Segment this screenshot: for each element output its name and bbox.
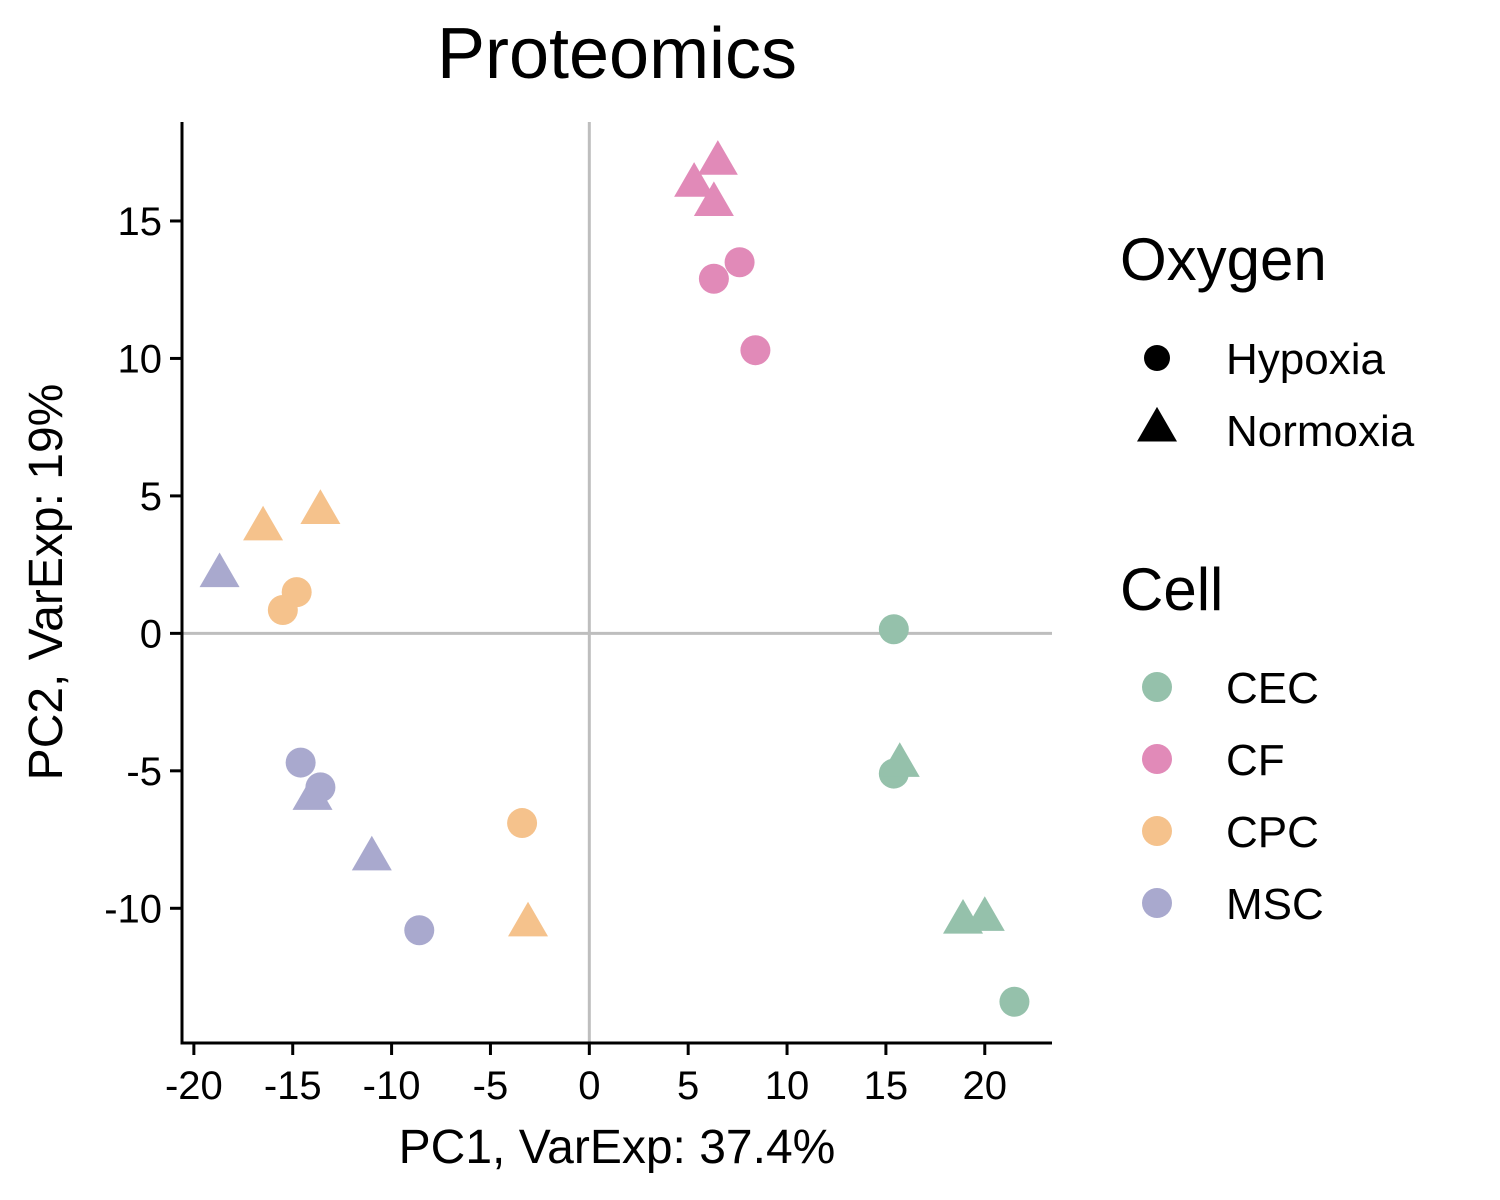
point-cf-normoxia <box>697 140 738 175</box>
y-tick-label: -10 <box>104 887 162 931</box>
point-cf-normoxia <box>674 162 715 197</box>
point-cf-hypoxia <box>724 247 755 278</box>
point-msc-hypoxia <box>404 915 435 946</box>
legend-label-hypoxia: Hypoxia <box>1226 335 1385 384</box>
point-msc-normoxia <box>351 835 392 871</box>
x-tick-label: -15 <box>264 1064 322 1108</box>
legend-label-cf: CF <box>1226 736 1285 785</box>
point-cf-normoxia <box>693 181 734 217</box>
axes <box>180 122 1052 1045</box>
legend: Oxygen Hypoxia Normoxia Cell CEC CF CPC MSC <box>1120 226 1415 929</box>
x-tick-label: 5 <box>677 1064 699 1108</box>
legend-key-hypoxia <box>1144 345 1170 371</box>
x-axis-label: PC1, VarExp: 37.4% <box>399 1121 836 1174</box>
point-cpc-hypoxia <box>507 808 538 839</box>
data-points <box>199 140 1030 1017</box>
x-tick-label: -20 <box>165 1064 223 1108</box>
x-tick-label: -10 <box>363 1064 421 1108</box>
legend-label-normoxia: Normoxia <box>1226 407 1415 456</box>
point-cec-normoxia <box>879 742 920 777</box>
x-tick-label: 20 <box>963 1064 1008 1108</box>
y-tick-label: 5 <box>140 475 162 519</box>
x-tick-label: 10 <box>765 1064 810 1108</box>
point-msc-normoxia <box>199 552 240 588</box>
legend-label-cec: CEC <box>1226 664 1319 713</box>
point-cec-hypoxia <box>999 986 1030 1017</box>
legend-label-cpc: CPC <box>1226 808 1319 857</box>
legend-oxygen-entries: Hypoxia Normoxia <box>1137 335 1415 456</box>
legend-title-oxygen: Oxygen <box>1120 226 1327 293</box>
x-tick-label: -5 <box>473 1064 509 1108</box>
point-cf-hypoxia <box>740 335 771 366</box>
legend-key-normoxia <box>1137 406 1177 442</box>
legend-key-cec <box>1142 672 1172 702</box>
axis-ticks: -20 -15 -10 -5 0 5 10 15 20 -10 -5 0 5 10 15 <box>104 200 1007 1108</box>
legend-key-cf <box>1142 744 1172 774</box>
y-tick-label: 10 <box>118 337 163 381</box>
legend-key-msc <box>1142 888 1172 918</box>
y-tick-label: -5 <box>126 750 162 794</box>
point-cpc-normoxia <box>300 489 341 524</box>
point-cec-normoxia <box>964 896 1005 931</box>
y-tick-label: 0 <box>140 612 162 656</box>
legend-cell-entries: CEC CF CPC MSC <box>1142 664 1324 929</box>
chart-title: Proteomics <box>437 14 797 94</box>
point-cpc-hypoxia <box>267 594 298 625</box>
x-tick-label: 15 <box>864 1064 909 1108</box>
y-axis-label: PC2, VarExp: 19% <box>20 384 73 781</box>
point-cec-hypoxia <box>878 614 909 645</box>
legend-label-msc: MSC <box>1226 880 1324 929</box>
point-cpc-normoxia <box>243 505 284 541</box>
legend-title-cell: Cell <box>1120 556 1223 623</box>
reference-lines <box>182 122 1052 1043</box>
y-tick-label: 15 <box>118 200 163 244</box>
point-cf-hypoxia <box>698 263 729 294</box>
x-tick-label: 0 <box>578 1064 600 1108</box>
point-cpc-normoxia <box>508 901 549 937</box>
legend-key-cpc <box>1142 816 1172 846</box>
point-msc-hypoxia <box>285 747 316 778</box>
point-msc-normoxia <box>292 775 333 810</box>
